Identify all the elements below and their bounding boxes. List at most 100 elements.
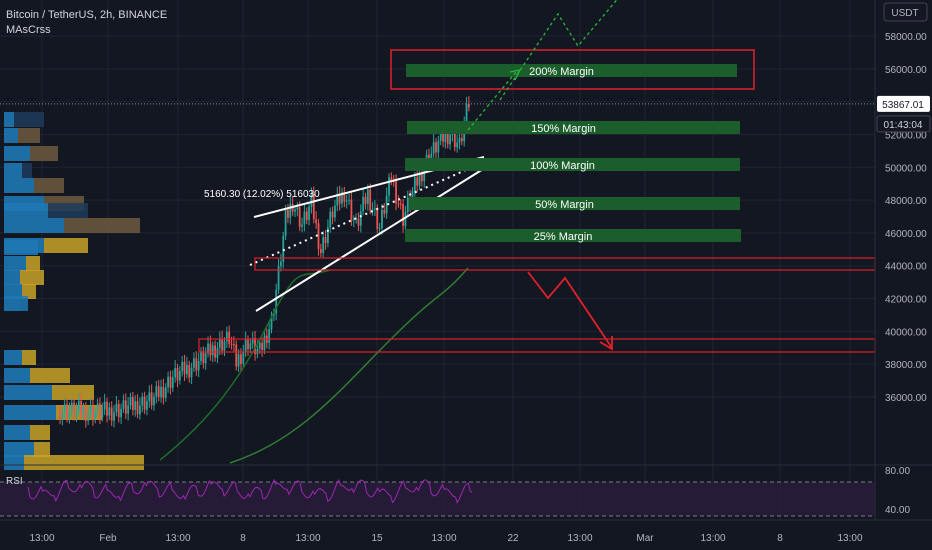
candle-body (371, 209, 374, 211)
candle-body (329, 211, 332, 228)
candle-body (395, 181, 397, 204)
candle-body (120, 408, 122, 418)
candle-body (207, 343, 209, 354)
candle-body (176, 368, 179, 381)
candle-body (131, 397, 134, 410)
margin-label: 200% Margin (529, 66, 594, 78)
bearish-projection (527, 271, 613, 349)
candle-body (249, 343, 252, 350)
wedge-mid-dotted (249, 161, 485, 266)
candle-body (221, 338, 224, 351)
candle-body (157, 386, 160, 398)
candle-body (186, 364, 188, 375)
candle-body (399, 203, 402, 205)
last-price-box (877, 95, 930, 112)
volume-bar-down (14, 112, 44, 127)
ma-fast-line (159, 269, 331, 461)
bearish-arrow-head (599, 336, 613, 351)
volume-bar-up (4, 128, 18, 143)
volume-bar-down (64, 218, 140, 233)
candle-body (458, 138, 461, 143)
candle-body (134, 401, 137, 410)
volume-bar-up (4, 112, 14, 127)
price-tick: 44000.00 (885, 262, 927, 273)
price-tick: 52000.00 (885, 130, 927, 141)
volume-bar-down (22, 284, 36, 299)
candle-body (61, 412, 64, 420)
rsi-label[interactable]: RSI (6, 476, 23, 487)
candle-body (277, 266, 280, 290)
candle-body (315, 219, 318, 224)
time-tick: 22 (507, 533, 519, 544)
candle-body (381, 209, 383, 228)
candle-body (68, 410, 71, 419)
candle-body (310, 193, 313, 207)
margin-box (409, 197, 740, 210)
time-tick: 13:00 (567, 533, 592, 544)
candle-body (317, 223, 320, 249)
chart-title: Bitcoin / TetherUS, 2h, BINANCE (6, 9, 167, 21)
price-tick: 48000.00 (885, 196, 927, 207)
candle-body (453, 130, 456, 148)
currency-label: USDT (891, 8, 918, 19)
volume-bar-up (4, 385, 52, 400)
margin-label: 25% Margin (534, 231, 593, 243)
last-price-label: 53867.01 (882, 100, 924, 111)
price-tick: 36000.00 (885, 393, 927, 404)
volume-profile (4, 112, 144, 470)
candle-body (108, 407, 111, 416)
candle-body (289, 203, 292, 218)
candle-body (204, 353, 207, 364)
volume-bar-down (30, 146, 58, 161)
candle-body (103, 401, 106, 410)
volume-bar-up (4, 284, 22, 299)
volume-bar-down (44, 238, 88, 253)
candle-body (233, 344, 235, 346)
candle-body (202, 351, 205, 364)
candle-body (127, 405, 130, 414)
countdown-box (876, 115, 931, 133)
candle-body (338, 193, 341, 204)
candle-body (334, 205, 336, 218)
volume-bar-up (4, 455, 24, 470)
candle-body (178, 371, 181, 381)
target-frame (390, 49, 755, 90)
candle-body (193, 358, 195, 368)
candle-body (87, 413, 90, 421)
candle-body (359, 211, 362, 226)
candle-body (200, 351, 202, 361)
candle-body (366, 189, 369, 205)
candle-body (308, 206, 310, 220)
volume-bar-down (22, 350, 36, 365)
candle-body (369, 189, 372, 211)
candle-body (256, 348, 259, 355)
candle-body (413, 177, 416, 192)
volume-bar-down (52, 385, 94, 400)
candle-body (345, 200, 348, 202)
candle-body (456, 142, 459, 148)
rsi-line (27, 478, 473, 504)
candle-body (435, 142, 437, 153)
time-tick: Feb (99, 533, 117, 544)
candle-body (235, 344, 238, 367)
candle-body (301, 224, 303, 227)
candle-body (99, 403, 101, 418)
volume-bar-up (4, 350, 22, 365)
price-tick: 58000.00 (885, 32, 927, 43)
rsi-tick: 40.00 (885, 505, 910, 516)
candle-body (275, 289, 278, 314)
candle-body (319, 248, 322, 253)
candle-body (66, 404, 68, 419)
candle-body (171, 377, 174, 388)
candle-body (305, 211, 308, 220)
candle-body (181, 361, 184, 372)
candle-body (101, 409, 104, 418)
candle-body (364, 196, 367, 205)
candle-body (352, 219, 355, 221)
candle-body (272, 313, 275, 316)
candle-body (167, 376, 169, 388)
indicator-label[interactable]: MAsCrss (6, 24, 51, 36)
margin-box (406, 64, 737, 77)
candle-body (129, 397, 132, 406)
